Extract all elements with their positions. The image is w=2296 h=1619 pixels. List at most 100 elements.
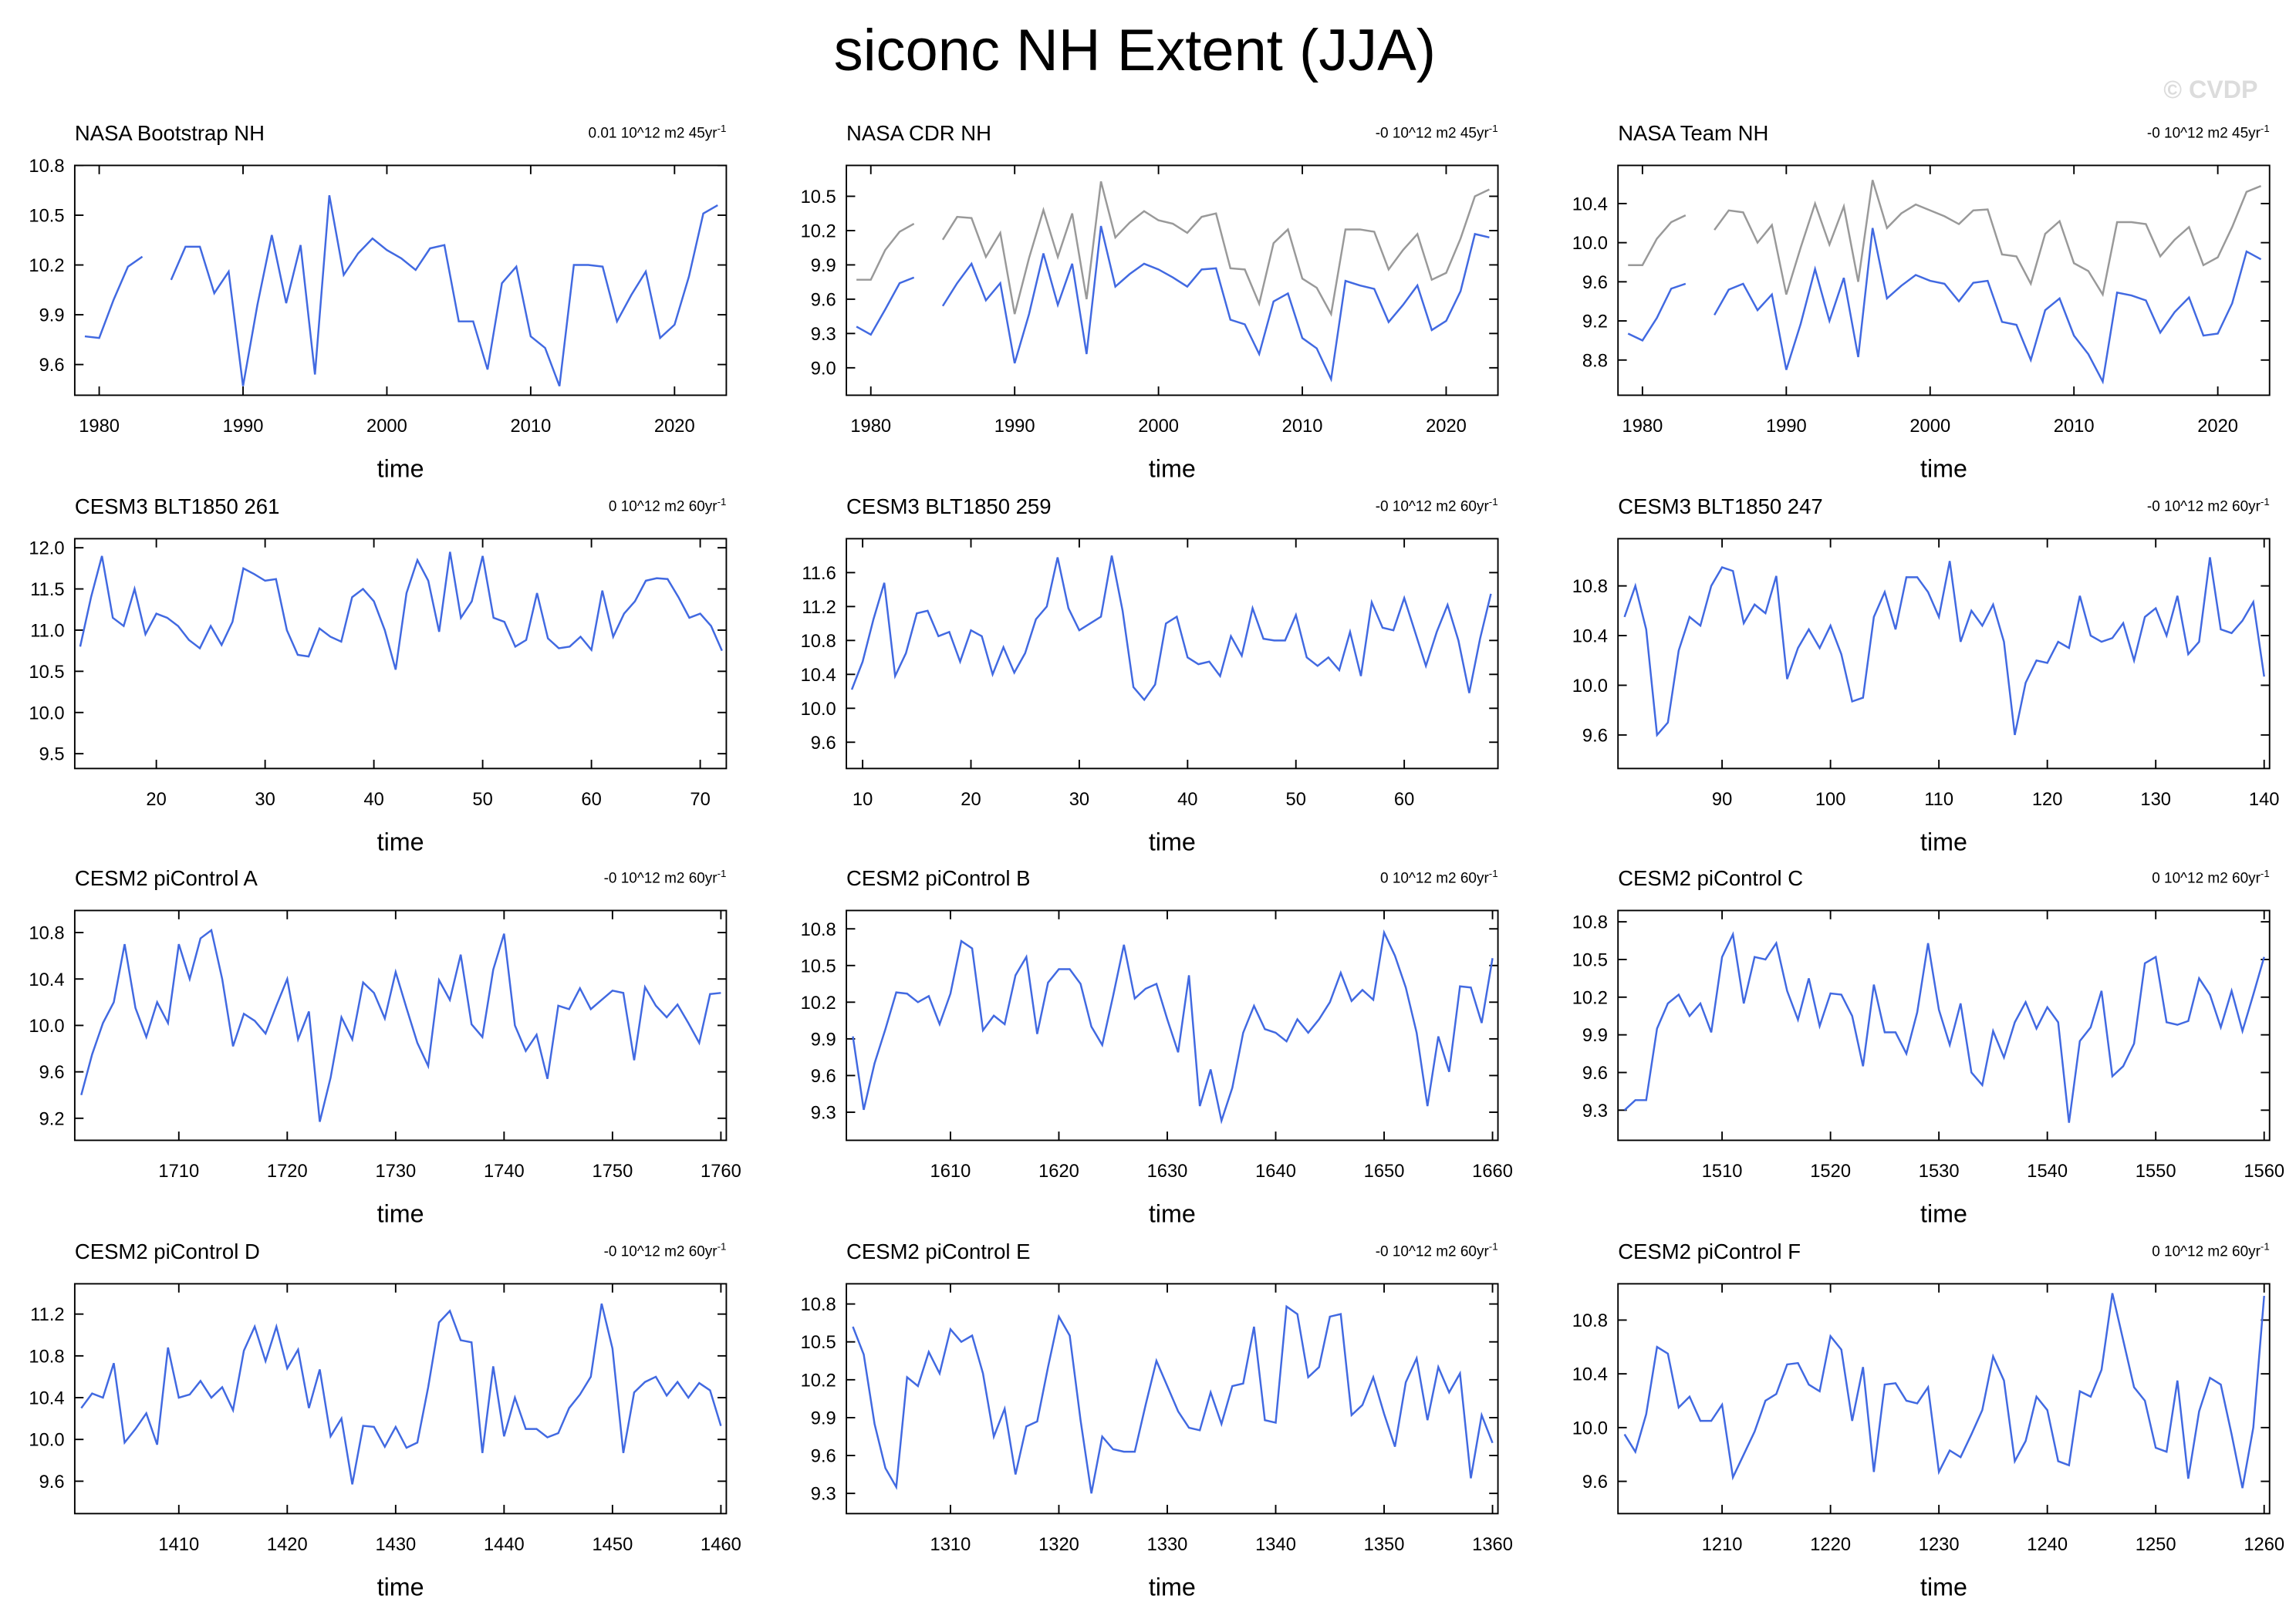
- x-tick-label: 1410: [158, 1535, 199, 1555]
- x-tick-label: 2000: [366, 417, 407, 437]
- panel-title: CESM2 piControl F: [1618, 1240, 1801, 1263]
- y-tick-label: 9.6: [1582, 1064, 1608, 1084]
- panel-title: CESM3 BLT1850 261: [75, 494, 279, 518]
- x-tick-label: 1350: [1364, 1535, 1405, 1555]
- x-tick-label: 1650: [1364, 1162, 1405, 1182]
- x-tick-label: 1330: [1147, 1535, 1188, 1555]
- y-tick-label: 10.4: [1572, 1365, 1608, 1385]
- trend-label: -0 10^12 m2 60yr-1: [2147, 496, 2270, 515]
- trend-text: 0 10^12 m2 60yr: [2152, 870, 2261, 886]
- plot-frame: [1617, 1283, 2271, 1515]
- x-tick-label: 1620: [1038, 1162, 1079, 1182]
- plot-frame: [1617, 164, 2271, 396]
- panel: CESM3 BLT1850 259 -0 10^12 m2 60yr-1 time 9…: [801, 494, 1499, 856]
- data-line: [852, 929, 1494, 1125]
- y-tick-label: 10.0: [29, 1431, 64, 1451]
- y-tick-label: 10.0: [801, 700, 836, 720]
- x-tick-label: 2020: [1426, 417, 1467, 437]
- trend-text: -0 10^12 m2 60yr: [604, 1243, 718, 1260]
- plot-frame: [73, 538, 728, 770]
- x-tick-label: 1420: [267, 1535, 308, 1555]
- x-tick-label: 1340: [1255, 1535, 1296, 1555]
- x-tick-label: 1980: [1622, 417, 1663, 437]
- x-axis-title: time: [377, 828, 424, 856]
- x-axis-title: time: [1149, 455, 1196, 483]
- panel-title: NASA Team NH: [1618, 121, 1768, 145]
- y-tick-label: 9.6: [811, 1447, 836, 1467]
- x-tick-label: 1320: [1038, 1535, 1079, 1555]
- x-tick-label: 1430: [375, 1535, 416, 1555]
- data-line: [1627, 228, 2262, 385]
- x-tick-label: 1540: [2027, 1162, 2068, 1182]
- trend-exponent: -1: [718, 1241, 727, 1253]
- panel-title: NASA Bootstrap NH: [75, 121, 265, 145]
- data-line: [80, 1303, 722, 1485]
- y-tick-label: 11.5: [30, 580, 64, 600]
- y-tick-label: 9.9: [811, 1408, 836, 1428]
- trend-exponent: -1: [2261, 123, 2270, 134]
- panel-title: CESM2 piControl B: [846, 866, 1030, 890]
- x-tick-label: 1760: [701, 1162, 741, 1182]
- y-tick-label: 10.0: [1572, 676, 1608, 697]
- y-tick-label: 10.5: [801, 1333, 836, 1353]
- x-tick-label: 20: [146, 790, 166, 810]
- y-tick-label: 10.8: [29, 924, 64, 944]
- x-tick-label: 110: [1924, 790, 1953, 810]
- x-tick-label: 1230: [1919, 1535, 1960, 1555]
- x-tick-label: 30: [255, 790, 275, 810]
- x-tick-label: 1710: [158, 1162, 199, 1182]
- panel: NASA CDR NH -0 10^12 m2 45yr-1 time 9.0 9.3 9…: [801, 121, 1499, 483]
- x-tick-label: 1720: [267, 1162, 308, 1182]
- x-tick-label: 2010: [510, 417, 551, 437]
- x-tick-label: 1530: [1919, 1162, 1960, 1182]
- y-tick-label: 9.6: [811, 1067, 836, 1087]
- x-tick-label: 2000: [1909, 417, 1950, 437]
- trend-exponent: -1: [1489, 1241, 1498, 1253]
- panel-title: CESM3 BLT1850 247: [1618, 494, 1822, 518]
- data-line: [1628, 180, 2262, 298]
- trend-exponent: -1: [718, 123, 727, 134]
- x-tick-label: 1660: [1472, 1162, 1513, 1182]
- x-tick-label: 1990: [223, 417, 264, 437]
- data-line: [1623, 931, 2265, 1123]
- panel: CESM3 BLT1850 261 0 10^12 m2 60yr-1 time 9.…: [29, 494, 728, 856]
- x-axis-title: time: [1920, 1200, 1967, 1228]
- x-tick-label: 70: [690, 790, 710, 810]
- x-tick-label: 1740: [484, 1162, 525, 1182]
- x-tick-label: 30: [1069, 790, 1089, 810]
- y-tick-label: 9.6: [1582, 1472, 1608, 1493]
- x-tick-label: 2010: [2054, 417, 2095, 437]
- trend-text: -0 10^12 m2 60yr: [604, 870, 718, 886]
- plot-frame: [1617, 909, 2271, 1142]
- y-tick-label: 9.6: [1582, 273, 1608, 293]
- y-tick-label: 9.6: [39, 356, 65, 376]
- trend-text: -0 10^12 m2 60yr: [2147, 498, 2261, 514]
- x-tick-label: 1220: [1810, 1535, 1851, 1555]
- x-tick-label: 140: [2249, 790, 2280, 810]
- panel: CESM2 piControl E -0 10^12 m2 60yr-1 time 9…: [801, 1240, 1513, 1601]
- y-tick-label: 10.2: [29, 256, 64, 276]
- y-tick-label: 9.6: [39, 1063, 65, 1083]
- data-line: [1623, 1293, 2265, 1489]
- y-tick-label: 10.4: [29, 1389, 64, 1409]
- trend-text: 0 10^12 m2 60yr: [609, 498, 718, 514]
- data-line: [79, 551, 723, 670]
- y-tick-label: 10.8: [29, 1347, 64, 1367]
- y-tick-label: 9.3: [811, 1103, 836, 1123]
- y-tick-label: 12.0: [29, 539, 64, 559]
- trend-exponent: -1: [1489, 496, 1498, 508]
- watermark: © CVDP: [2163, 76, 2257, 103]
- x-tick-label: 1450: [592, 1535, 633, 1555]
- y-tick-label: 9.9: [1582, 1026, 1608, 1046]
- plot-frame: [846, 1283, 1499, 1515]
- y-tick-label: 10.8: [801, 920, 836, 940]
- trend-label: -0 10^12 m2 45yr-1: [2147, 123, 2270, 142]
- y-tick-label: 11.0: [30, 621, 64, 641]
- trend-label: 0.01 10^12 m2 45yr-1: [589, 123, 727, 142]
- trend-label: -0 10^12 m2 60yr-1: [1376, 1241, 1498, 1260]
- y-tick-label: 11.2: [802, 598, 836, 618]
- trend-label: -0 10^12 m2 45yr-1: [1376, 123, 1498, 142]
- x-tick-label: 1520: [1810, 1162, 1851, 1182]
- plot-frame: [846, 164, 1499, 396]
